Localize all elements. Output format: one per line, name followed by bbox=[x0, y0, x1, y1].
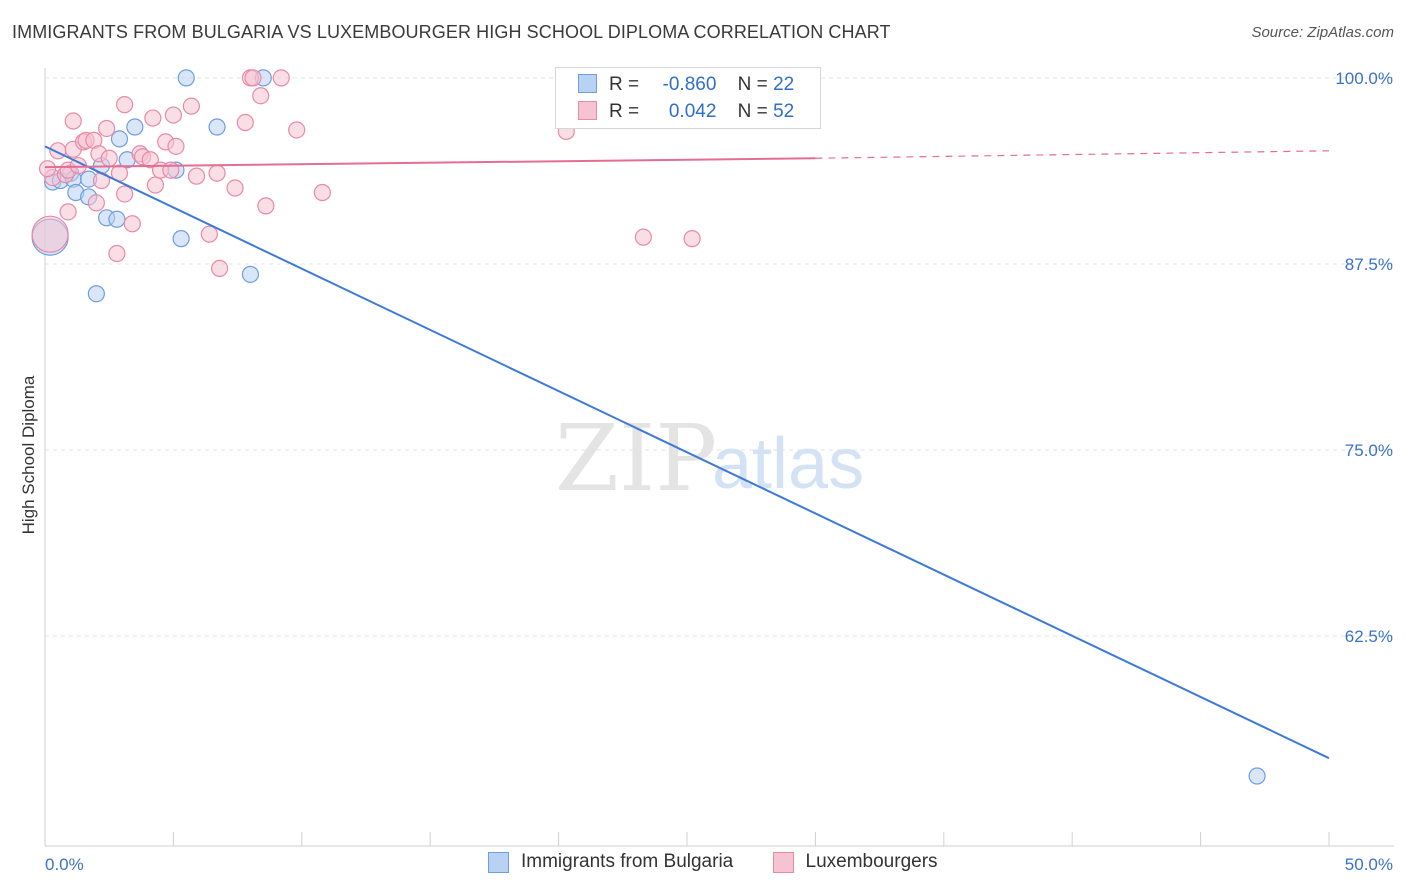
bulgaria-point bbox=[1248, 767, 1266, 785]
luxembourger-point bbox=[226, 179, 244, 197]
y-tick-label: 75.0% bbox=[1345, 441, 1393, 460]
luxembourger-point bbox=[252, 87, 270, 105]
bulgaria-point bbox=[241, 265, 260, 283]
legend-n-label: N = bbox=[737, 74, 768, 95]
luxembourger-point bbox=[257, 197, 275, 215]
legend-r-value: 0.042 bbox=[668, 101, 717, 122]
legend-row-bulgaria: R = -0.860 N = 22 bbox=[578, 74, 794, 100]
chart-title: IMMIGRANTS FROM BULGARIA VS LUXEMBOURGER… bbox=[12, 22, 891, 42]
luxembourger-point bbox=[208, 164, 226, 182]
luxembourger-point bbox=[236, 113, 254, 132]
bottom-legend-item-bulgaria: Immigrants from Bulgaria bbox=[488, 851, 733, 873]
luxembourger-point bbox=[59, 203, 77, 221]
y-tick-label: 87.5% bbox=[1345, 255, 1393, 274]
luxembourger-trendline-extension bbox=[815, 150, 1330, 159]
luxembourger-point bbox=[98, 119, 116, 138]
legend-r-label: R = bbox=[609, 74, 640, 95]
luxembourger-point bbox=[164, 106, 182, 124]
x-tick-label: 0.0% bbox=[45, 855, 84, 874]
luxembourger-point bbox=[182, 97, 200, 115]
luxembourger-point bbox=[162, 161, 180, 179]
legend-r-value: -0.860 bbox=[662, 74, 717, 95]
bulgaria-point bbox=[87, 285, 105, 303]
watermark-atlas: atlas bbox=[712, 424, 864, 504]
legend-n-value: 22 bbox=[773, 74, 795, 95]
bulgaria-point bbox=[126, 118, 144, 136]
luxembourger-point bbox=[272, 69, 290, 87]
luxembourger-point bbox=[211, 259, 229, 278]
luxembourger-point bbox=[313, 183, 331, 202]
luxembourger-point bbox=[167, 137, 185, 155]
luxembourger-point bbox=[683, 230, 701, 248]
luxembourger-point bbox=[123, 215, 141, 233]
bulgaria-point bbox=[108, 210, 126, 228]
bottom-legend-swatch-pink bbox=[772, 851, 794, 873]
luxembourger-point bbox=[108, 244, 126, 263]
luxembourger-point bbox=[31, 215, 69, 253]
bottom-legend-swatch-blue bbox=[488, 851, 509, 873]
luxembourger-point bbox=[116, 185, 134, 203]
bulgaria-point bbox=[208, 118, 226, 136]
bulgaria-point bbox=[110, 130, 129, 148]
legend-r-label: R = bbox=[609, 101, 640, 122]
luxembourger-point bbox=[634, 228, 652, 246]
bottom-legend-label: Immigrants from Bulgaria bbox=[521, 851, 734, 872]
watermark-zip: ZIP bbox=[555, 405, 717, 512]
luxembourger-point bbox=[288, 121, 306, 139]
bottom-legend: Immigrants from Bulgaria Luxembourgers bbox=[488, 851, 972, 879]
luxembourger-point bbox=[87, 194, 105, 212]
luxembourger-point bbox=[144, 109, 162, 127]
y-axis-label: High School Diploma bbox=[19, 375, 38, 534]
stats-legend: R = -0.860 N = 22 R = 0.042 N = 52 bbox=[555, 67, 821, 129]
luxembourger-point bbox=[244, 69, 262, 87]
legend-swatch-pink bbox=[578, 101, 597, 120]
bulgaria-point bbox=[177, 69, 195, 87]
luxembourger-point bbox=[146, 176, 165, 194]
y-tick-label: 100.0% bbox=[1335, 69, 1393, 88]
luxembourger-point bbox=[64, 112, 82, 130]
bulgaria-point bbox=[172, 230, 190, 248]
luxembourger-trendline bbox=[44, 157, 816, 169]
luxembourger-point bbox=[116, 96, 134, 114]
bottom-legend-item-luxembourgers: Luxembourgers bbox=[772, 851, 938, 873]
legend-swatch-blue bbox=[578, 74, 597, 93]
legend-row-luxembourgers: R = 0.042 N = 52 bbox=[578, 101, 794, 127]
bottom-legend-label: Luxembourgers bbox=[805, 851, 938, 872]
luxembourger-point bbox=[100, 149, 118, 167]
luxembourger-point bbox=[141, 151, 159, 169]
luxembourger-point bbox=[200, 225, 218, 243]
luxembourger-point bbox=[187, 167, 206, 185]
source-credit: Source: ZipAtlas.com bbox=[1251, 24, 1394, 41]
bulgaria-trendline bbox=[44, 145, 1330, 760]
legend-n-label: N = bbox=[737, 101, 768, 122]
x-tick-label: 50.0% bbox=[1345, 855, 1393, 874]
y-tick-label: 62.5% bbox=[1345, 627, 1393, 646]
luxembourger-point bbox=[38, 160, 57, 178]
legend-n-value: 52 bbox=[773, 101, 795, 122]
